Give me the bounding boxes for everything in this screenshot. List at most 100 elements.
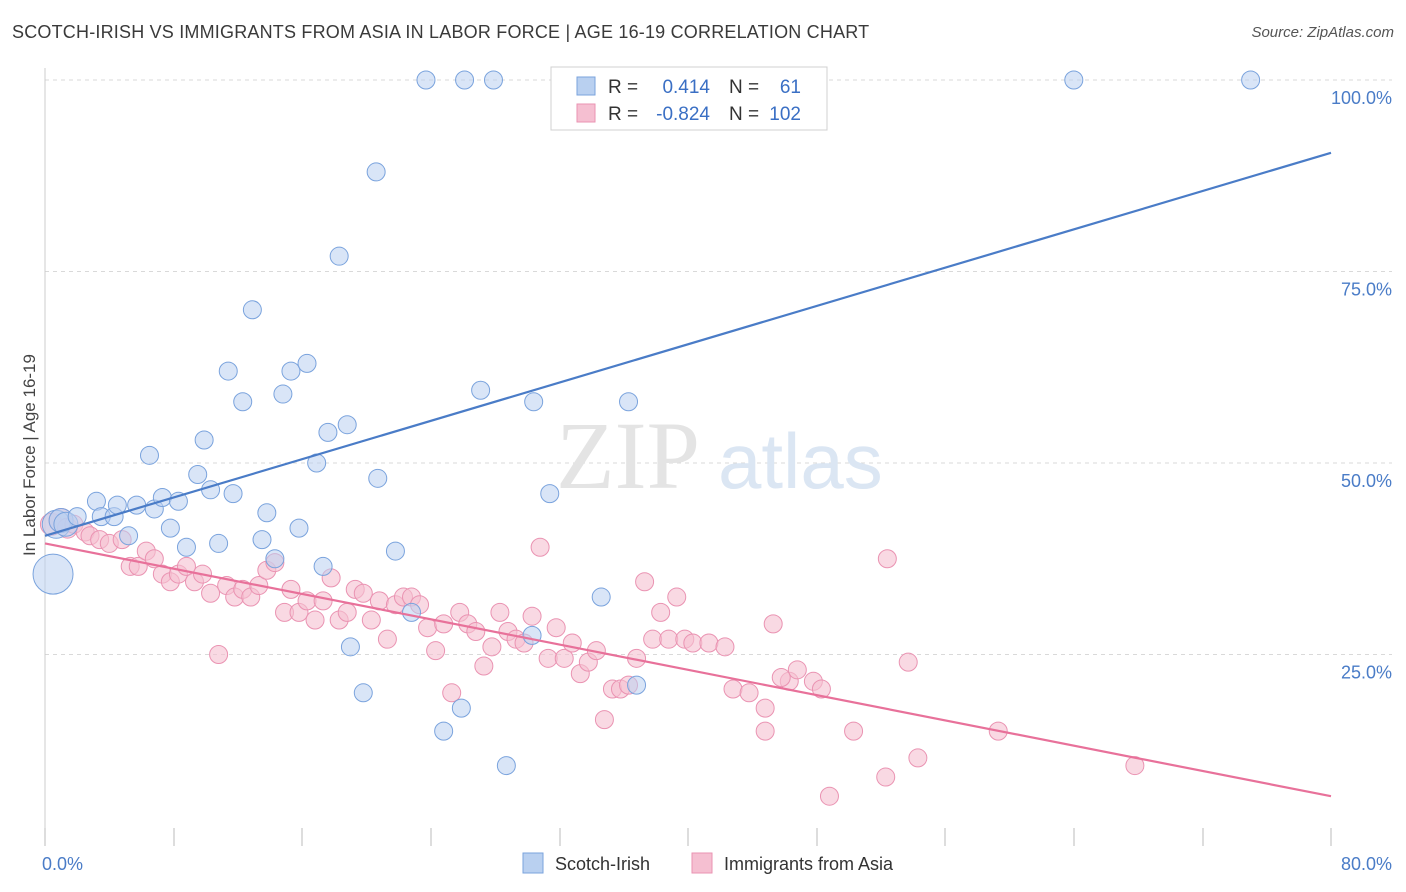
data-point-scotch-irish — [368, 468, 388, 488]
data-point-immigrants-from-asia — [594, 710, 614, 730]
legend-swatch-pink — [576, 103, 596, 123]
trend-lines — [44, 151, 1332, 798]
data-point-immigrants-from-asia — [522, 606, 542, 626]
data-point-scotch-irish — [188, 464, 208, 484]
data-point-scotch-irish — [233, 392, 253, 412]
source-label: Source: ZipAtlas.com — [1251, 24, 1394, 41]
data-point-immigrants-from-asia — [739, 683, 759, 703]
watermark-zip: ZIP — [556, 402, 700, 509]
bottom-legend-swatch-blue — [522, 852, 544, 874]
legend-n-label-2: N = — [729, 104, 759, 125]
data-point-scotch-irish — [281, 361, 301, 381]
legend: R = 0.414 N = 61 R = -0.824 N = 102 — [550, 66, 828, 131]
data-point-scotch-irish — [591, 587, 611, 607]
data-point-immigrants-from-asia — [361, 610, 381, 630]
y-tick-label: 25.0% — [1341, 663, 1392, 683]
data-point-scotch-irish — [318, 422, 338, 442]
trend-line-immigrants-from-asia — [44, 542, 1332, 798]
series-immigrants-from-asia — [39, 507, 1145, 806]
data-point-immigrants-from-asia — [474, 656, 494, 676]
data-point-immigrants-from-asia — [209, 645, 229, 664]
bottom-legend-label-2: Immigrants from Asia — [724, 854, 894, 874]
data-point-immigrants-from-asia — [771, 667, 791, 687]
data-point-immigrants-from-asia — [811, 679, 831, 699]
data-point-scotch-irish — [1241, 70, 1261, 90]
data-point-immigrants-from-asia — [538, 648, 558, 668]
data-point-scotch-irish — [67, 507, 87, 527]
data-point-immigrants-from-asia — [305, 610, 325, 630]
trend-line-scotch-irish — [44, 151, 1332, 537]
data-point-immigrants-from-asia — [699, 633, 719, 653]
axes — [44, 68, 1332, 846]
data-point-scotch-irish — [540, 484, 560, 504]
chart-title: SCOTCH-IRISH VS IMMIGRANTS FROM ASIA IN … — [12, 22, 870, 42]
data-point-scotch-irish — [402, 602, 422, 622]
data-point-immigrants-from-asia — [313, 591, 333, 611]
data-point-scotch-irish — [265, 549, 285, 569]
data-point-immigrants-from-asia — [490, 602, 510, 622]
watermark-atlas: atlas — [718, 417, 883, 505]
data-point-immigrants-from-asia — [787, 660, 807, 680]
y-tick-label: 100.0% — [1331, 88, 1392, 108]
y-tick-label: 75.0% — [1341, 280, 1392, 300]
y-tick-label: 50.0% — [1341, 471, 1392, 491]
legend-n-value-2: 102 — [769, 104, 801, 125]
legend-r-value-2: -0.824 — [656, 104, 710, 125]
data-point-immigrants-from-asia — [546, 618, 566, 638]
data-point-immigrants-from-asia — [651, 602, 671, 622]
data-point-scotch-irish — [337, 415, 357, 435]
data-point-immigrants-from-asia — [715, 637, 735, 657]
data-point-immigrants-from-asia — [763, 614, 783, 634]
data-point-scotch-irish — [273, 384, 293, 404]
data-point-scotch-irish — [471, 380, 491, 400]
bottom-legend-label-1: Scotch-Irish — [555, 854, 650, 874]
data-point-scotch-irish — [252, 530, 272, 550]
data-point-scotch-irish — [289, 518, 309, 538]
data-point-scotch-irish — [524, 392, 544, 412]
grid-lines — [45, 79, 1392, 655]
data-point-scotch-irish — [340, 637, 360, 657]
data-point-immigrants-from-asia — [755, 698, 775, 718]
data-point-immigrants-from-asia — [877, 549, 897, 569]
data-point-immigrants-from-asia — [530, 537, 550, 557]
watermark: ZIP atlas — [556, 402, 883, 509]
legend-r-value-1: 0.414 — [662, 77, 710, 98]
data-point-scotch-irish — [218, 361, 238, 381]
legend-r-label-1: R = — [608, 77, 638, 98]
data-point-immigrants-from-asia — [281, 579, 301, 599]
data-point-immigrants-from-asia — [643, 629, 663, 649]
data-point-immigrants-from-asia — [898, 652, 918, 672]
data-point-immigrants-from-asia — [659, 629, 679, 649]
data-point-scotch-irish — [434, 721, 454, 741]
legend-box — [550, 66, 828, 131]
data-point-scotch-irish — [194, 430, 214, 450]
y-axis-label: In Labor Force | Age 16-19 — [20, 354, 39, 556]
data-point-scotch-irish — [223, 484, 243, 504]
data-point-scotch-irish — [455, 70, 475, 90]
data-point-immigrants-from-asia — [554, 648, 574, 668]
x-tick-label-min: 0.0% — [42, 854, 83, 874]
data-point-scotch-irish — [353, 683, 373, 703]
bottom-legend-swatch-pink — [691, 852, 713, 874]
legend-n-label-1: N = — [729, 77, 759, 98]
data-point-scotch-irish — [297, 353, 317, 373]
data-point-immigrants-from-asia — [418, 618, 438, 638]
data-point-scotch-irish — [313, 556, 333, 576]
data-point-immigrants-from-asia — [723, 679, 743, 699]
data-point-scotch-irish — [483, 70, 503, 90]
data-point-immigrants-from-asia — [667, 587, 687, 607]
data-point-immigrants-from-asia — [844, 721, 864, 741]
legend-swatch-blue — [576, 76, 596, 96]
data-point-scotch-irish — [160, 518, 180, 538]
data-point-scotch-irish — [242, 300, 262, 320]
data-point-scotch-irish — [32, 553, 74, 595]
data-point-scotch-irish — [451, 698, 471, 718]
data-point-immigrants-from-asia — [755, 721, 775, 741]
data-point-scotch-irish — [496, 756, 516, 776]
data-point-immigrants-from-asia — [908, 748, 928, 768]
data-point-scotch-irish — [176, 537, 196, 557]
data-point-scotch-irish — [366, 162, 386, 182]
data-point-scotch-irish — [619, 392, 639, 412]
legend-r-label-2: R = — [608, 104, 638, 125]
